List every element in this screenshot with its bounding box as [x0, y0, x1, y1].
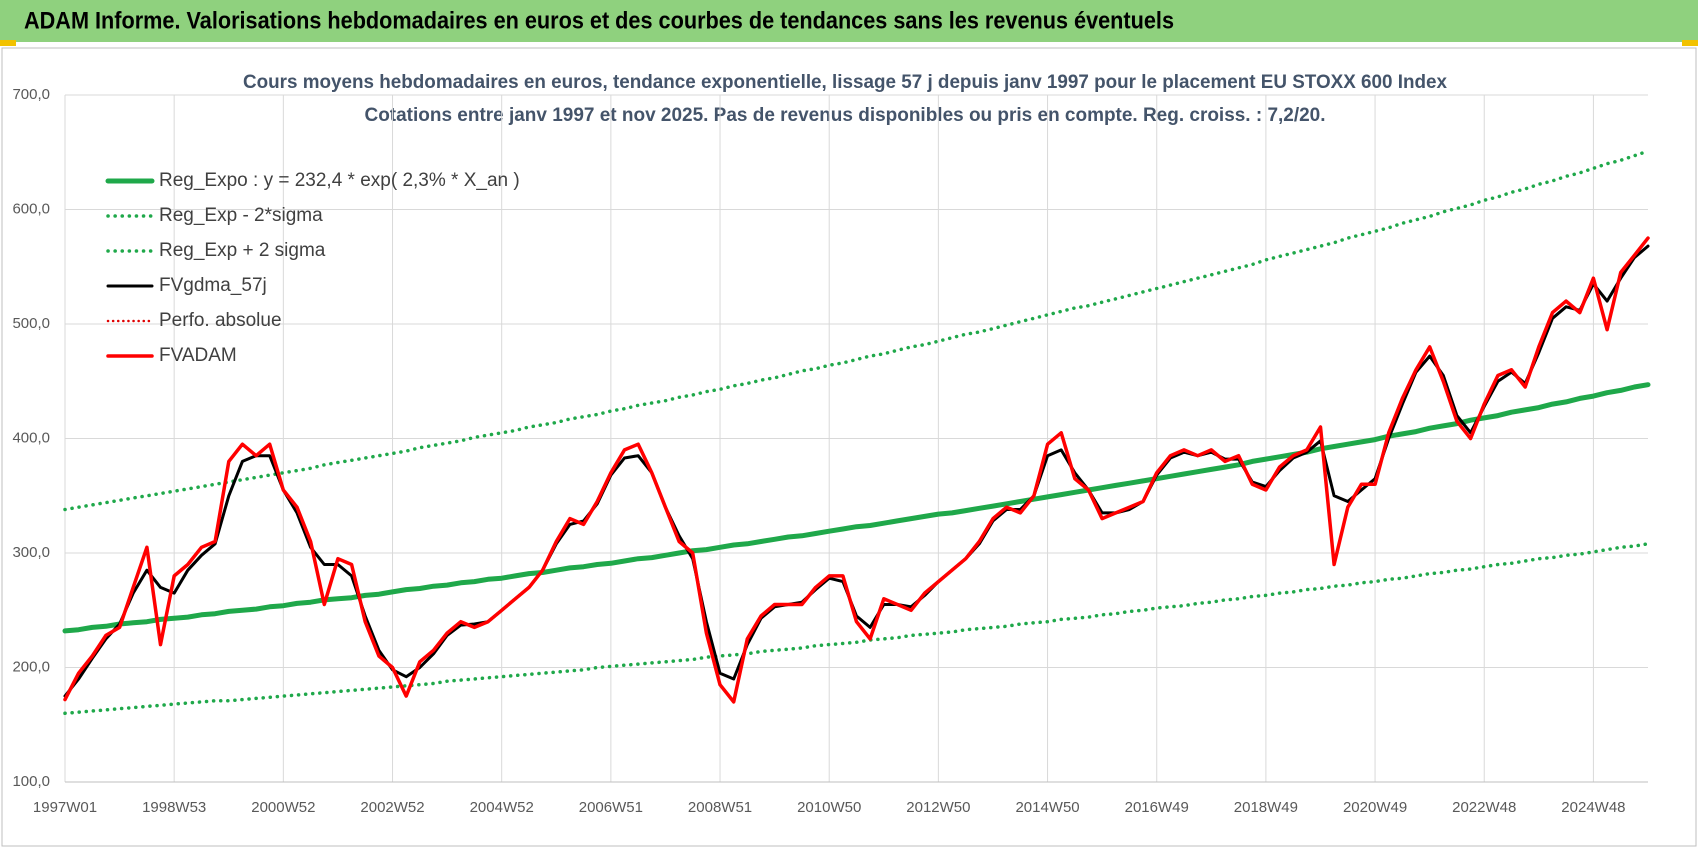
x-tick-label: 2022W48 [1452, 799, 1516, 816]
y-tick-label: 700,0 [12, 86, 50, 103]
x-tick-label: 2006W51 [579, 799, 643, 816]
corner-mark [0, 40, 16, 46]
legend-label: Perfo. absolue [159, 310, 282, 331]
y-tick-label: 400,0 [12, 429, 50, 446]
corner-mark [1682, 40, 1698, 46]
x-tick-label: 1997W01 [33, 799, 97, 816]
x-tick-label: 2020W49 [1343, 799, 1407, 816]
legend-label: Reg_Expo : y = 232,4 * exp( 2,3% * X_an … [159, 170, 520, 191]
series-line [63, 236, 1650, 704]
legend-label: Reg_Exp - 2*sigma [159, 205, 323, 226]
x-tick-label: 2018W49 [1234, 799, 1298, 816]
legend-label: Reg_Exp + 2 sigma [159, 240, 326, 261]
series-line [62, 382, 1651, 634]
y-tick-label: 500,0 [12, 315, 50, 332]
y-tick-label: 100,0 [12, 773, 50, 790]
x-tick-label: 2012W50 [906, 799, 970, 816]
chart-border [1, 47, 1697, 847]
x-tick-label: 2014W50 [1015, 799, 1079, 816]
y-tick-label: 200,0 [12, 658, 50, 675]
y-tick-label: 600,0 [12, 200, 50, 217]
header-title: ADAM Informe. Valorisations hebdomadaire… [24, 7, 1174, 34]
x-tick-label: 2004W52 [470, 799, 534, 816]
chart-subtitle: Cotations entre janv 1997 et nov 2025. P… [365, 105, 1326, 126]
legend-label: FVgdma_57j [159, 275, 267, 296]
x-tick-label: 2008W51 [688, 799, 752, 816]
chart-title: Cours moyens hebdomadaires en euros, ten… [243, 72, 1447, 93]
x-tick-label: 2024W48 [1561, 799, 1625, 816]
x-tick-label: 2016W49 [1125, 799, 1189, 816]
x-tick-label: 1998W53 [142, 799, 206, 816]
x-tick-label: 2002W52 [360, 799, 424, 816]
x-tick-label: 2000W52 [251, 799, 315, 816]
legend-label: FVADAM [159, 345, 237, 366]
x-tick-label: 2010W50 [797, 799, 861, 816]
y-tick-label: 300,0 [12, 544, 50, 561]
header-bar [0, 0, 1698, 42]
series-line [63, 542, 1650, 716]
series-line [63, 149, 1650, 512]
